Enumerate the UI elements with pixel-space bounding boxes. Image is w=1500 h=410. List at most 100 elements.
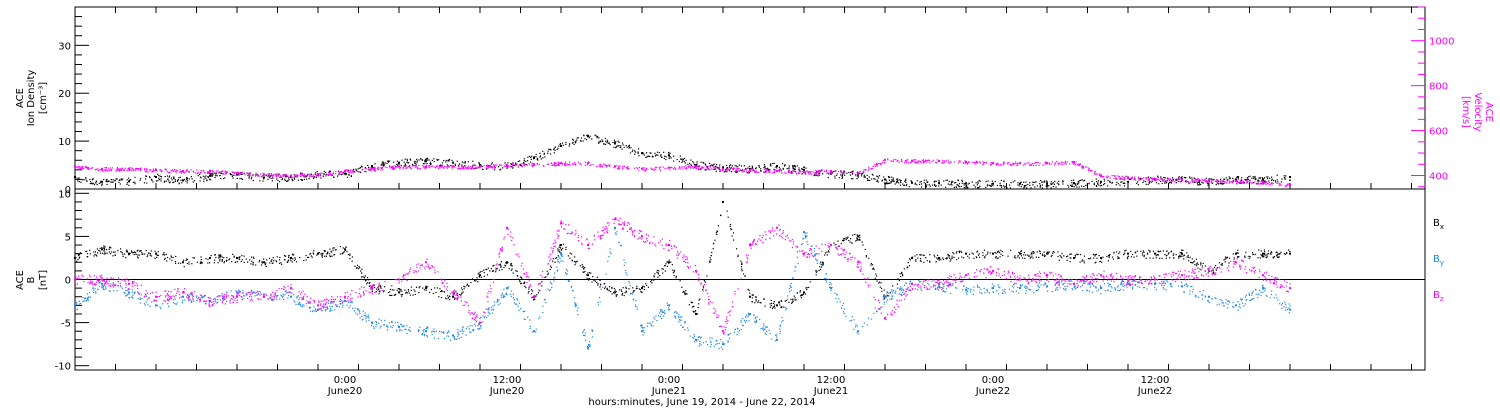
velocity-sample: [1236, 181, 1238, 183]
ion-density-sample: [819, 172, 821, 174]
ion-density-sample: [411, 163, 414, 166]
bx-sample: [499, 263, 502, 265]
bx-sample: [1018, 257, 1021, 259]
bx-sample: [625, 290, 627, 292]
ion-density-sample: [1240, 180, 1242, 182]
ion-density-sample: [1168, 182, 1170, 184]
bx-sample: [251, 260, 253, 262]
by-sample: [1245, 299, 1247, 301]
ion-density-sample: [734, 165, 736, 167]
by-point: [398, 325, 400, 328]
bx-sample: [463, 285, 465, 287]
ion-density-sample: [868, 176, 870, 178]
ion-density-sample: [408, 162, 410, 164]
velocity-sample: [77, 166, 79, 168]
bx-sample: [435, 291, 437, 294]
bx-sample: [1249, 256, 1251, 258]
ion-density-sample: [737, 166, 739, 168]
velocity-sample: [457, 165, 459, 168]
ion-density-sample: [1024, 186, 1026, 188]
bx-sample: [391, 289, 393, 291]
velocity-sample: [778, 170, 780, 172]
ion-density-sample: [887, 175, 890, 178]
ion-density-sample: [857, 176, 860, 178]
ion-density-sample: [255, 174, 257, 176]
bx-sample: [973, 257, 975, 260]
bx-sample: [276, 256, 278, 258]
bx-sample: [791, 301, 794, 304]
ion-density-sample: [1099, 185, 1102, 187]
velocity-sample: [698, 165, 700, 167]
velocity-sample: [897, 160, 899, 162]
velocity-sample: [912, 160, 914, 162]
velocity-sample: [188, 171, 190, 173]
ion-density-sample: [294, 175, 296, 177]
bx-sample: [1277, 254, 1279, 256]
bx-sample: [1098, 254, 1100, 257]
velocity-sample: [131, 167, 133, 169]
ion-density-sample: [512, 164, 514, 167]
bx-sample: [104, 251, 106, 253]
bx-sample: [1108, 254, 1111, 256]
ion-density-sample: [490, 163, 492, 165]
velocity-sample: [1088, 167, 1090, 169]
ion-density-sample: [100, 182, 102, 184]
ion-density-sample: [705, 169, 707, 171]
bx-sample: [639, 289, 641, 291]
bx-sample: [929, 261, 931, 263]
by-sample: [330, 300, 332, 302]
ion-density-sample: [729, 170, 731, 172]
velocity-sample: [192, 170, 194, 172]
bx-sample: [136, 250, 138, 252]
bx-sample: [1197, 263, 1199, 265]
velocity-point: [1073, 161, 1075, 164]
ion-density-sample: [793, 164, 795, 167]
velocity-sample: [1237, 182, 1240, 184]
bx-sample: [368, 282, 371, 285]
ion-density-sample: [863, 174, 865, 176]
ion-density-sample: [487, 166, 489, 168]
ion-density-sample: [683, 157, 686, 160]
velocity-sample: [1263, 182, 1265, 184]
velocity-sample: [1122, 176, 1124, 179]
by-sample: [82, 297, 84, 299]
velocity-sample: [276, 175, 278, 177]
ion-density-sample: [747, 167, 749, 169]
velocity-sample: [173, 170, 175, 172]
by-sample: [323, 303, 325, 305]
bx-sample: [447, 296, 450, 299]
ion-density-point: [1262, 178, 1264, 181]
velocity-sample: [372, 168, 374, 171]
ion-density-sample: [628, 147, 630, 149]
ion-density-sample: [251, 176, 253, 178]
ion-density-sample: [1151, 180, 1154, 182]
velocity-sample: [709, 169, 711, 171]
velocity-sample: [391, 166, 393, 168]
bx-sample: [1170, 250, 1173, 252]
ion-density-sample: [664, 155, 666, 157]
ion-density-sample: [763, 167, 765, 169]
bx-sample: [1095, 253, 1098, 256]
velocity-sample: [806, 170, 808, 172]
velocity-sample: [555, 162, 558, 164]
bx-sample: [271, 259, 273, 261]
velocity-sample: [551, 164, 553, 166]
bx-sample: [955, 252, 958, 254]
velocity-sample: [923, 160, 925, 162]
velocity-sample: [256, 173, 259, 175]
velocity-sample: [485, 167, 488, 169]
ion-density-sample: [388, 160, 391, 162]
ion-density-sample: [788, 165, 790, 167]
by-sample: [397, 321, 399, 324]
ion-density-sample: [934, 185, 937, 187]
velocity-sample: [132, 169, 135, 171]
bx-sample: [250, 263, 252, 265]
by-sample: [759, 318, 761, 321]
bx-sample: [573, 260, 576, 263]
ion-density-sample: [1198, 179, 1200, 181]
ion-density-sample: [403, 161, 405, 163]
by-sample: [1183, 291, 1186, 293]
ion-density-sample: [938, 179, 940, 182]
velocity-sample: [851, 172, 854, 174]
bx-sample: [343, 251, 346, 253]
